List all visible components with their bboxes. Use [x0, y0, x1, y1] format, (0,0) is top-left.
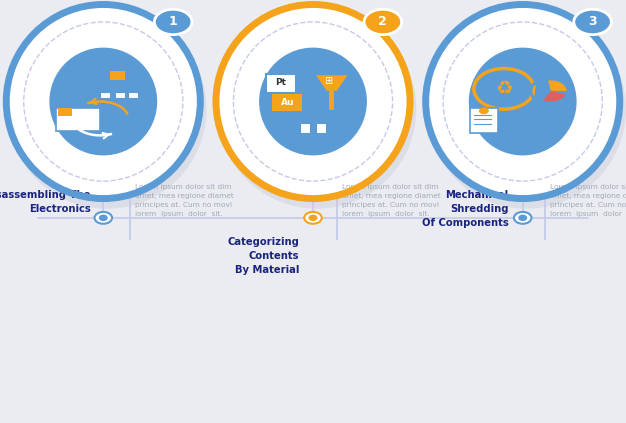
Circle shape	[364, 9, 402, 35]
Text: 1: 1	[169, 16, 178, 28]
Ellipse shape	[470, 48, 576, 155]
Polygon shape	[316, 75, 347, 91]
Bar	[470, 108, 498, 133]
Wedge shape	[548, 80, 567, 91]
Ellipse shape	[216, 5, 410, 198]
Circle shape	[514, 212, 531, 224]
Wedge shape	[543, 91, 565, 102]
Text: Au: Au	[280, 98, 294, 107]
Bar	[100, 92, 110, 98]
Ellipse shape	[427, 10, 626, 209]
Ellipse shape	[6, 5, 200, 198]
Ellipse shape	[217, 10, 416, 209]
Bar	[266, 74, 296, 93]
Text: Mechanical
Shredding
Of Components: Mechanical Shredding Of Components	[421, 190, 508, 228]
Bar	[300, 123, 310, 133]
Bar	[318, 74, 338, 88]
Bar	[110, 71, 125, 80]
Text: ♻: ♻	[495, 80, 513, 98]
Bar	[316, 123, 326, 133]
Circle shape	[155, 9, 192, 35]
Wedge shape	[535, 82, 551, 98]
Circle shape	[100, 215, 107, 220]
Text: Disassembling The
Electronics: Disassembling The Electronics	[0, 190, 91, 214]
Text: 2: 2	[379, 16, 387, 28]
Text: Lorem ipsum dolor sit dim
amet, mea regione diamet
principes at. Cum no movi
lor: Lorem ipsum dolor sit dim amet, mea regi…	[342, 184, 441, 217]
Ellipse shape	[8, 10, 207, 209]
Text: Pt: Pt	[275, 78, 287, 87]
Circle shape	[309, 215, 317, 220]
Bar	[128, 92, 138, 98]
Circle shape	[304, 212, 322, 224]
Bar	[115, 92, 125, 98]
Bar	[272, 94, 302, 111]
Circle shape	[95, 212, 112, 224]
Circle shape	[479, 107, 489, 114]
Text: Lorem ipsum dolor sit dim
amet, mea regione diamet
principes at. Cum no movi
lor: Lorem ipsum dolor sit dim amet, mea regi…	[135, 184, 233, 217]
Text: Lorem ipsum dolor sit dim
amet, mea regione diamet
principes at. Cum no movi
lor: Lorem ipsum dolor sit dim amet, mea regi…	[550, 184, 626, 217]
Ellipse shape	[260, 48, 366, 155]
Circle shape	[574, 9, 612, 35]
Ellipse shape	[426, 5, 620, 198]
Circle shape	[519, 215, 526, 220]
Bar	[56, 108, 100, 131]
Text: 3: 3	[588, 16, 597, 28]
Bar	[58, 108, 72, 116]
Ellipse shape	[50, 48, 156, 155]
Text: ⊞: ⊞	[324, 76, 332, 86]
Text: Categorizing
Contents
By Material: Categorizing Contents By Material	[227, 237, 299, 275]
Bar	[329, 91, 334, 110]
